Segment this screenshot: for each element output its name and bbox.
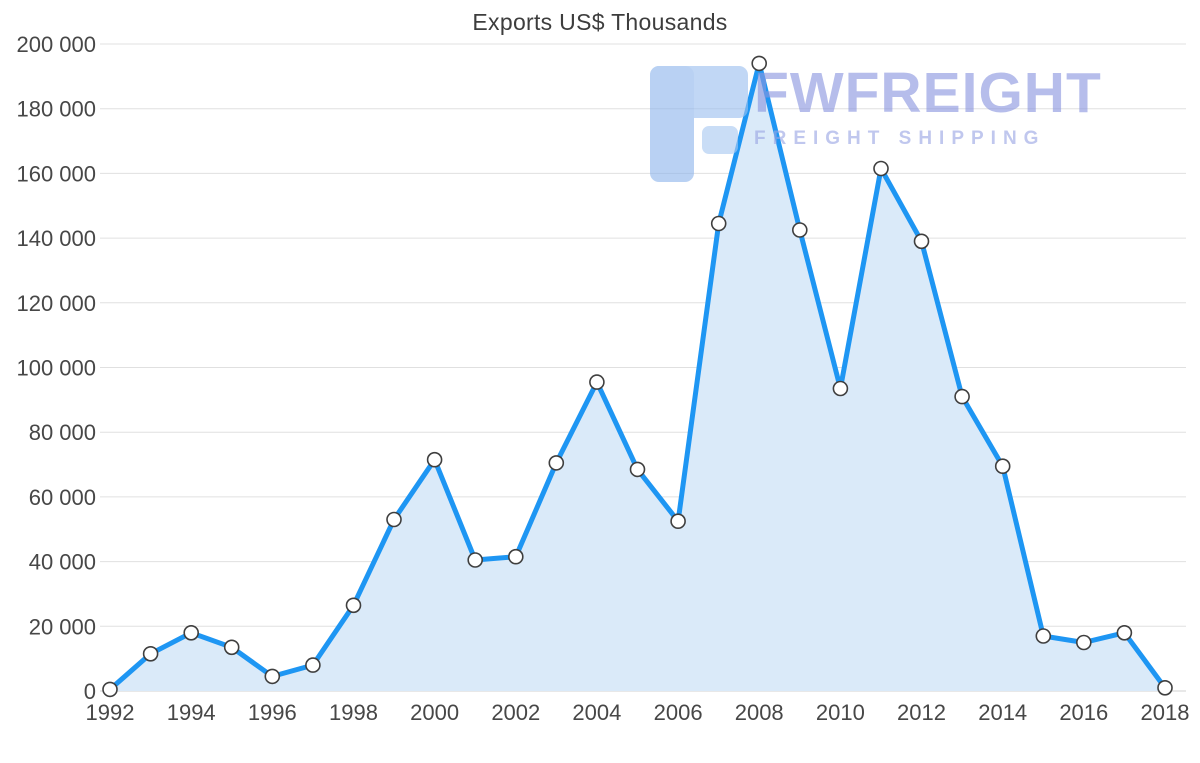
y-tick-label-0: 0: [84, 679, 96, 704]
data-point-2001: [467, 552, 484, 568]
data-point-1999: [386, 511, 402, 528]
data-point-2004: [589, 374, 605, 390]
y-tick-label-200000: 200 000: [16, 32, 96, 57]
y-tick-label-180000: 180 000: [16, 97, 96, 122]
data-point-2005: [629, 461, 646, 478]
area-fill: [110, 63, 1165, 691]
data-point-2000: [426, 451, 443, 468]
data-point-2010: [832, 380, 849, 397]
y-tick-label-120000: 120 000: [16, 291, 96, 316]
data-point-1996: [264, 668, 281, 685]
data-point-2011: [873, 160, 889, 177]
x-tick-label-2000: 2000: [410, 700, 459, 725]
data-point-2006: [670, 513, 686, 530]
y-tick-label-140000: 140 000: [16, 226, 96, 251]
y-tick-label-100000: 100 000: [16, 356, 96, 381]
data-point-1998: [345, 597, 362, 614]
x-tick-label-1998: 1998: [329, 700, 378, 725]
y-tick-label-80000: 80 000: [29, 420, 96, 445]
data-point-1995: [223, 639, 240, 656]
chart-title: Exports US$ Thousands: [472, 9, 728, 35]
data-point-2003: [548, 455, 565, 471]
y-tick-label-40000: 40 000: [29, 550, 96, 575]
x-tick-label-1992: 1992: [86, 700, 135, 725]
x-tick-label-2014: 2014: [978, 700, 1027, 725]
data-point-2014: [994, 458, 1011, 475]
data-point-2017: [1116, 624, 1133, 641]
y-tick-label-20000: 20 000: [29, 614, 96, 639]
data-point-2002: [507, 548, 524, 565]
x-tick-label-2004: 2004: [572, 700, 621, 725]
data-point-1992: [102, 681, 118, 698]
x-tick-label-1994: 1994: [167, 700, 216, 725]
data-point-2012: [913, 233, 930, 250]
data-point-2007: [710, 215, 727, 232]
data-point-2015: [1035, 628, 1052, 644]
data-point-2009: [791, 222, 808, 238]
x-tick-label-2018: 2018: [1141, 700, 1190, 725]
data-point-1993: [142, 645, 159, 662]
x-tick-label-2002: 2002: [491, 700, 540, 725]
x-tick-label-2008: 2008: [735, 700, 784, 725]
x-tick-label-2010: 2010: [816, 700, 865, 725]
data-point-1997: [305, 657, 321, 673]
x-tick-label-2016: 2016: [1059, 700, 1108, 725]
x-tick-label-2006: 2006: [654, 700, 703, 725]
x-tick-label-2012: 2012: [897, 700, 946, 725]
x-tick-label-1996: 1996: [248, 700, 297, 725]
data-point-2016: [1076, 634, 1092, 651]
data-point-2013: [954, 388, 970, 405]
data-point-2008: [751, 55, 768, 72]
y-tick-label-60000: 60 000: [29, 485, 96, 510]
data-point-1994: [183, 624, 199, 641]
data-point-2018: [1157, 679, 1173, 696]
y-tick-label-160000: 160 000: [16, 161, 96, 186]
